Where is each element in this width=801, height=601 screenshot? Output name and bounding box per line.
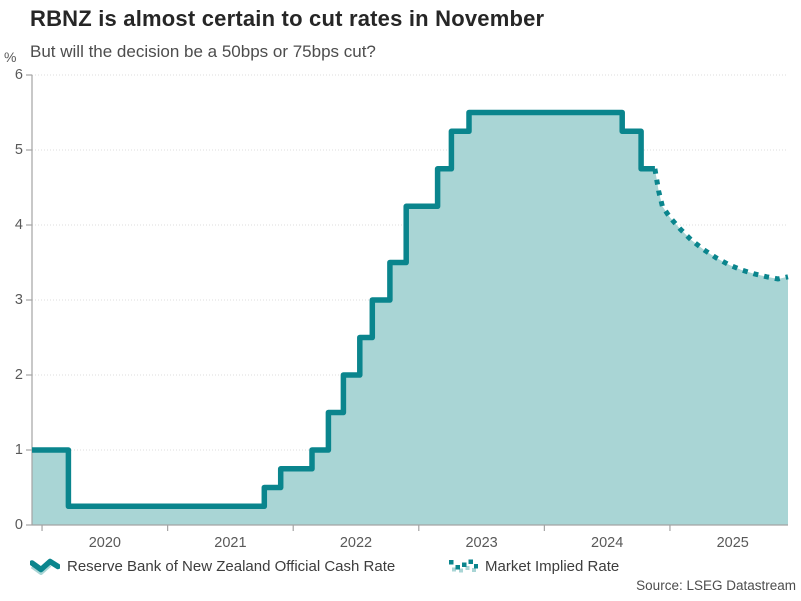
x-tick-label: 2022 [340, 535, 372, 551]
y-tick-label: 2 [15, 367, 23, 383]
market-implied-rate-line [652, 168, 789, 282]
x-tick-label: 2023 [465, 535, 497, 551]
x-tick-label: 2021 [214, 535, 246, 551]
x-tick-label: 2020 [89, 535, 121, 551]
chart-subtitle: But will the decision be a 50bps or 75bp… [30, 42, 376, 61]
legend-item-official-cash-rate: Reserve Bank of New Zealand Official Cas… [30, 557, 395, 575]
legend-label: Market Implied Rate [485, 557, 620, 575]
legend-label: Reserve Bank of New Zealand Official Cas… [67, 557, 396, 575]
y-tick-label: 3 [15, 292, 23, 308]
y-tick-label: 6 [15, 67, 23, 83]
source-credit: Source: LSEG Datastream [636, 578, 796, 593]
y-axis-unit-label: % [4, 49, 17, 65]
y-tick-label: 0 [15, 517, 23, 533]
x-tick-label: 2025 [717, 535, 749, 551]
y-tick-label: 4 [15, 217, 23, 233]
y-tick-label: 5 [15, 142, 23, 158]
solid-line-icon [30, 558, 60, 575]
dotted-line-icon [449, 559, 478, 573]
chart-title: RBNZ is almost certain to cut rates in N… [30, 6, 545, 31]
x-tick-label: 2024 [591, 535, 623, 551]
official-cash-rate-line [32, 109, 655, 510]
y-tick-label: 1 [15, 442, 23, 458]
legend-item-market-implied: Market Implied Rate [448, 557, 619, 575]
area-fill [32, 112, 788, 525]
